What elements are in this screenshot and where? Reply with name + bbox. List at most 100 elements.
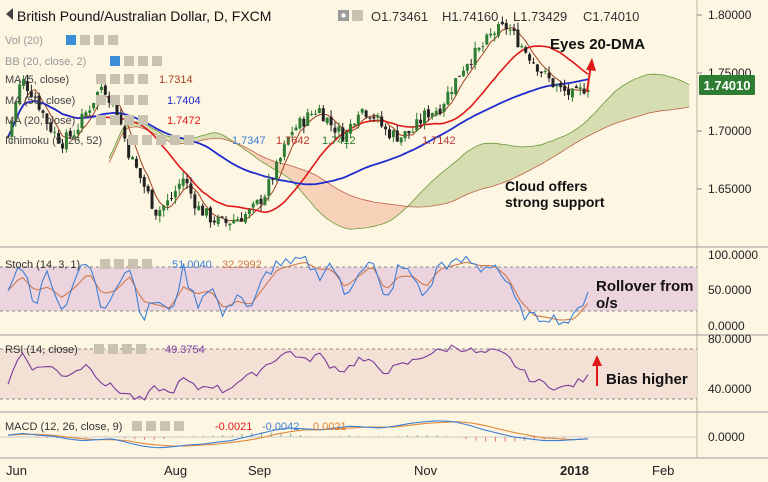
candle-body: [317, 108, 321, 113]
candle-body: [520, 46, 524, 48]
rsi-axis-80: 80.0000: [708, 332, 752, 346]
candle-body: [306, 112, 310, 126]
rsi-settings-icon[interactable]: [94, 344, 146, 354]
candle-body: [41, 110, 45, 113]
candle-body: [177, 183, 181, 189]
time-tick-nov: Nov: [414, 463, 438, 478]
candle-body: [458, 75, 462, 77]
candle-body: [481, 46, 485, 48]
collapse-arrow-icon[interactable]: [6, 8, 13, 20]
candle-body: [201, 205, 205, 216]
settings-icon[interactable]: [338, 10, 349, 21]
ma50-line: [7, 78, 589, 186]
bb-close-icon[interactable]: [152, 56, 162, 66]
candle-body: [337, 126, 341, 132]
candle-body: [220, 216, 224, 218]
candle-body: [228, 223, 232, 226]
candle-body: [243, 213, 247, 223]
legend-ma20[interactable]: MA (20, close): [5, 115, 75, 127]
candle-body: [528, 54, 532, 61]
candle-body: [33, 96, 37, 98]
candle-body: [403, 131, 407, 139]
eye-icon[interactable]: [352, 10, 363, 21]
candle-body: [314, 113, 318, 115]
candle-body: [438, 108, 442, 114]
stoch-settings-icon[interactable]: [100, 259, 152, 269]
stoch-k-value: 51.0040: [172, 259, 212, 271]
annotation-cloud-1: Cloud offers: [505, 178, 588, 194]
macd-settings-icon[interactable]: [132, 421, 184, 431]
candle-body: [282, 144, 286, 157]
stoch-axis-0: 0.0000: [708, 319, 745, 333]
plot-background: [0, 0, 697, 482]
candle-body: [88, 110, 92, 113]
candle-body: [555, 84, 559, 87]
candle-body: [430, 113, 434, 117]
candle-body: [169, 198, 173, 200]
ichimoku-settings-icon[interactable]: [128, 135, 194, 145]
macd-axis-0: 0.0000: [708, 430, 745, 444]
legend-ma5[interactable]: MA (5, close): [5, 74, 69, 86]
candle-body: [360, 108, 364, 113]
candle-body: [500, 21, 504, 25]
candle-body: [173, 191, 177, 198]
candle-body: [434, 110, 438, 116]
candle-body: [60, 143, 64, 149]
bb-settings-icon[interactable]: [124, 56, 134, 66]
candle-body: [302, 118, 306, 127]
candle-body: [411, 131, 415, 133]
candle-body: [465, 64, 469, 71]
candle-body: [325, 117, 329, 124]
vol-eye-icon[interactable]: [66, 35, 76, 45]
legend-ma50-value: 1.7404: [167, 95, 201, 107]
candle-body: [582, 88, 586, 94]
candle-body: [53, 131, 57, 133]
indicator-legend: Vol (20) BB (20, close, 2) MA (5, close)…: [5, 35, 456, 147]
legend-ma50[interactable]: MA (50, close): [5, 95, 75, 107]
ma50-settings-icon[interactable]: [96, 95, 148, 105]
candle-body: [181, 178, 185, 186]
legend-vol[interactable]: Vol (20): [5, 35, 43, 47]
candle-body: [158, 210, 162, 217]
ma20-settings-icon[interactable]: [96, 115, 148, 125]
legend-ichimoku[interactable]: Ichimoku (9, 26, 52): [5, 135, 102, 147]
vol-visibility-icon[interactable]: [94, 35, 104, 45]
candle-body: [275, 161, 279, 180]
candle-body: [461, 70, 465, 77]
rsi-label[interactable]: RSI (14, close): [5, 344, 78, 356]
time-tick-jun: Jun: [6, 463, 27, 478]
bb-eye-icon[interactable]: [110, 56, 120, 66]
candle-body: [372, 116, 376, 119]
last-price-value: 1.74010: [704, 78, 751, 93]
candle-body: [559, 83, 563, 88]
legend-bb[interactable]: BB (20, close, 2): [5, 56, 86, 68]
macd-label[interactable]: MACD (12, 26, close, 9): [5, 421, 122, 433]
candle-body: [563, 86, 567, 91]
bb-visibility-icon[interactable]: [138, 56, 148, 66]
candle-body: [473, 47, 477, 65]
ohlc-high: H1.74160: [442, 9, 498, 24]
candle-body: [197, 205, 201, 210]
ichimoku-value-2: 1.7642: [276, 135, 310, 147]
candle-body: [193, 194, 197, 209]
ma5-settings-icon[interactable]: [96, 74, 148, 84]
candle-body: [49, 122, 53, 132]
annotations: Eyes 20-DMA Cloud offers strong support: [505, 36, 645, 210]
time-tick-2018: 2018: [560, 463, 589, 478]
candle-body: [286, 137, 290, 145]
candle-body: [415, 119, 419, 131]
vol-settings-icon[interactable]: [80, 35, 90, 45]
stoch-label[interactable]: Stoch (14, 3, 1): [5, 259, 80, 271]
vol-close-icon[interactable]: [108, 35, 118, 45]
candle-body: [352, 123, 356, 126]
candle-body: [80, 113, 84, 129]
candle-body: [364, 110, 368, 117]
candle-body: [512, 28, 516, 31]
candle-body: [142, 176, 146, 187]
candle-body: [485, 34, 489, 45]
candle-body: [127, 139, 131, 158]
candle-body: [298, 118, 302, 129]
candle-body: [205, 208, 209, 216]
